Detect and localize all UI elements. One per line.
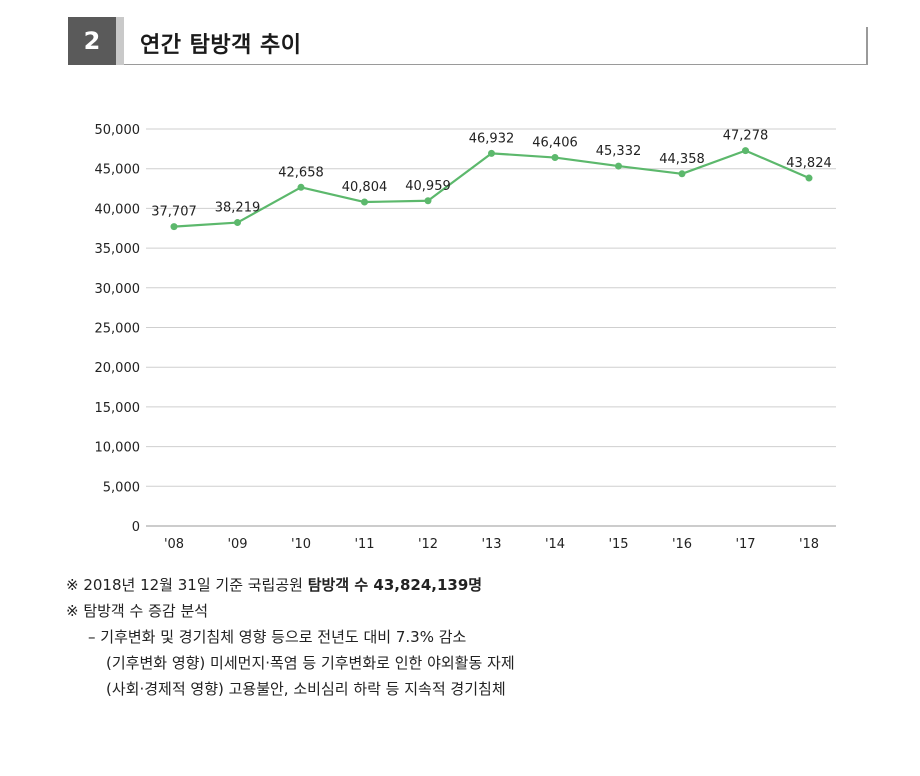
data-point	[678, 170, 686, 178]
y-tick-label: 25,000	[95, 322, 141, 337]
y-tick-label: 10,000	[95, 441, 141, 456]
data-point	[234, 219, 241, 227]
note-economic-effect: (사회·경제적 영향) 고용불안, 소비심리 하락 등 지속적 경기침체	[106, 680, 506, 698]
section-number-shadow	[116, 17, 124, 65]
data-label: 44,358	[659, 152, 705, 167]
data-point	[615, 162, 622, 170]
data-label: 38,219	[215, 201, 261, 216]
x-axis: '08 '09 '10 '11 '12 '13 '14 '15 '16 '17 '18	[164, 537, 819, 552]
data-point	[297, 183, 305, 191]
data-point	[742, 147, 749, 155]
y-tick-label: 50,000	[95, 123, 141, 138]
note-analysis-summary: – 기후변화 및 경기침체 영향 등으로 전년도 대비 7.3% 감소	[88, 628, 467, 646]
y-tick-label: 0	[132, 520, 140, 535]
x-tick-label: '15	[608, 537, 628, 552]
y-axis: 0 5,000 10,000 15,000 20,000 25,000 30,000 35,0…	[95, 123, 141, 535]
y-tick-label: 45,000	[95, 163, 141, 178]
data-label: 43,824	[786, 156, 832, 171]
data-label: 46,932	[469, 131, 515, 146]
note-total-bold: 탐방객 수 43,824,139명	[307, 576, 483, 594]
data-point	[170, 223, 178, 231]
note-analysis-heading: ※ 탐방객 수 증감 분석	[66, 602, 209, 620]
section-title: 연간 탐방객 추이	[140, 33, 302, 58]
x-tick-label: '10	[291, 537, 311, 552]
series-visitors	[170, 147, 813, 231]
x-tick-label: '09	[227, 537, 247, 552]
data-point	[805, 174, 813, 182]
data-labels: 37,707 38,219 42,658 40,804 40,959 46,932 46,4…	[151, 129, 832, 220]
notes: ※ 2018년 12월 31일 기준 국립공원 탐방객 수 43,824,139…	[66, 572, 515, 702]
data-label: 37,707	[151, 205, 197, 220]
data-label: 40,804	[342, 180, 388, 195]
data-point	[488, 149, 495, 157]
y-tick-label: 20,000	[95, 361, 141, 376]
data-label: 46,406	[532, 136, 578, 151]
section-header: 2 연간 탐방객 추이	[68, 17, 868, 65]
note-total-prefix: ※ 2018년 12월 31일 기준 국립공원	[66, 576, 308, 594]
data-label: 47,278	[723, 129, 769, 144]
y-tick-label: 35,000	[95, 242, 141, 257]
data-label: 40,959	[405, 179, 451, 194]
grid-lines	[146, 128, 836, 527]
data-label: 42,658	[278, 165, 324, 180]
data-label: 45,332	[596, 144, 642, 159]
note-total: ※ 2018년 12월 31일 기준 국립공원 탐방객 수 43,824,139…	[66, 572, 515, 598]
y-tick-label: 5,000	[103, 480, 140, 495]
y-tick-label: 15,000	[95, 401, 141, 416]
section-underline	[124, 64, 868, 65]
x-tick-label: '12	[418, 537, 438, 552]
data-point	[424, 197, 432, 205]
section-rule-end	[866, 27, 868, 65]
x-tick-label: '11	[354, 537, 374, 552]
x-tick-label: '13	[481, 537, 501, 552]
y-tick-label: 40,000	[95, 202, 141, 217]
section-number-badge: 2	[68, 17, 116, 65]
y-tick-label: 30,000	[95, 282, 141, 297]
x-tick-label: '16	[672, 537, 692, 552]
x-tick-label: '17	[735, 537, 755, 552]
x-tick-label: '18	[799, 537, 819, 552]
data-point	[551, 154, 559, 162]
x-tick-label: '14	[545, 537, 565, 552]
series-line	[173, 149, 810, 228]
note-climate-effect: (기후변화 영향) 미세먼지·폭염 등 기후변화로 인한 야외활동 자제	[106, 654, 515, 672]
line-chart: 0 5,000 10,000 15,000 20,000 25,000 30,000 35,0…	[95, 123, 836, 552]
data-point	[361, 198, 368, 206]
x-tick-label: '08	[164, 537, 184, 552]
